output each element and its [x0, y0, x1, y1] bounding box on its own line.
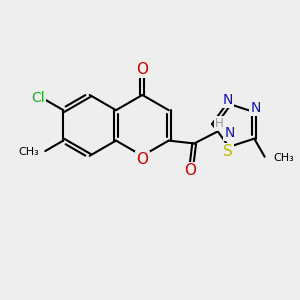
- Text: O: O: [136, 62, 148, 77]
- Text: O: O: [136, 152, 148, 167]
- Text: Cl: Cl: [32, 91, 45, 105]
- Text: O: O: [184, 163, 196, 178]
- Text: N: N: [223, 92, 233, 106]
- Text: H: H: [215, 117, 224, 130]
- Text: N: N: [224, 126, 235, 140]
- Text: CH₃: CH₃: [18, 147, 39, 157]
- Text: N: N: [250, 101, 261, 115]
- Text: S: S: [223, 144, 232, 159]
- Text: CH₃: CH₃: [273, 153, 294, 163]
